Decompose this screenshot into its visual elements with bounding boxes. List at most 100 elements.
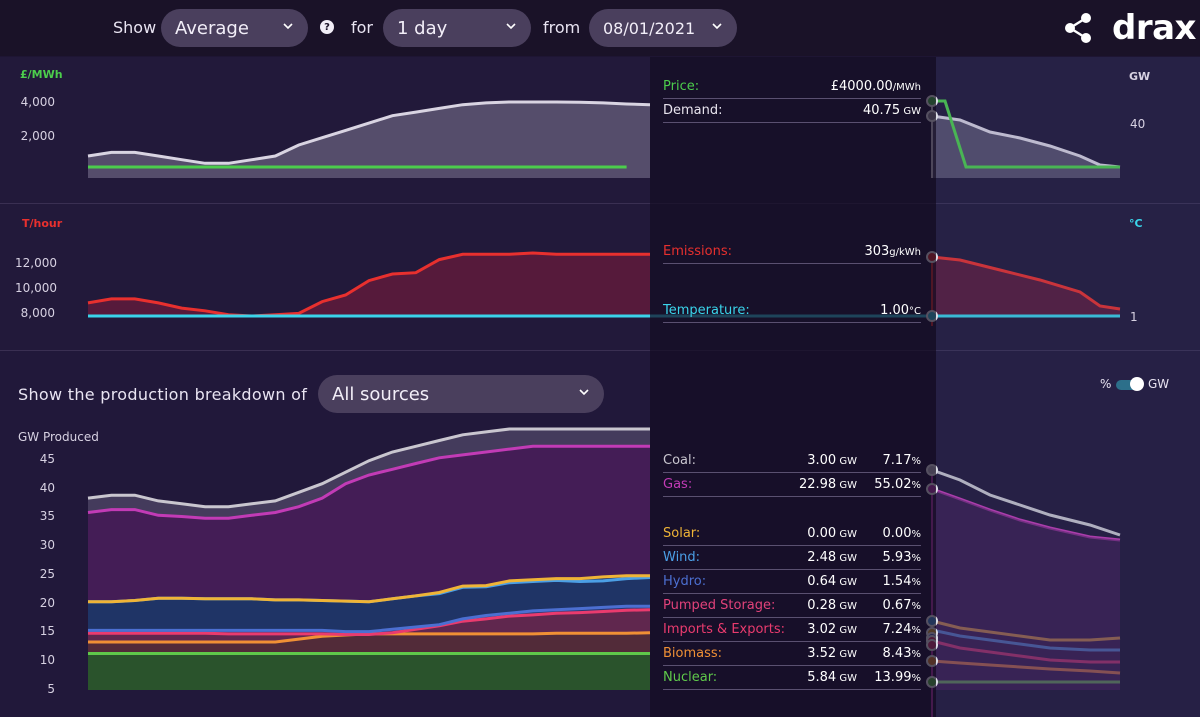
source-select[interactable]: All sources — [318, 375, 604, 413]
source-select-value: All sources — [332, 383, 430, 405]
readout-demand-value: 40.75 GW — [862, 103, 921, 118]
readout-source-gw: 3.02 GW — [807, 622, 857, 637]
production-tick: 15 — [39, 624, 55, 639]
readout-source-gw: 0.64 GW — [807, 574, 857, 589]
readout-temperature-value: 1.00°C — [880, 303, 921, 318]
readout-source-pct: 5.93% — [882, 550, 921, 565]
demand-line — [87, 100, 651, 165]
emissions-line-right — [931, 255, 1121, 311]
readout-source-gw: 3.00 GW — [807, 453, 857, 468]
emissions-tick: 12,000 — [15, 256, 57, 270]
production-tick: 40 — [39, 480, 55, 495]
readout-source-pct: 55.02% — [874, 477, 921, 492]
drax-logo[interactable]: drax — [1112, 8, 1196, 48]
readout-source-gw: 0.28 GW — [807, 598, 857, 613]
production-tick: 20 — [39, 595, 55, 610]
temperature-tick: 1 — [1130, 310, 1138, 324]
unit-toggle[interactable]: % GW — [1100, 377, 1169, 391]
readout-source-pct: 7.17% — [882, 453, 921, 468]
readout-temperature-label: Temperature: — [663, 303, 750, 318]
future-region-shade — [936, 57, 1200, 717]
production-breakdown-label: Show the production breakdown of — [18, 385, 308, 404]
production-tick: 5 — [47, 681, 55, 696]
mode-select[interactable]: Average — [161, 9, 308, 47]
chevron-down-icon — [506, 23, 516, 30]
production-line-imports-exports — [88, 608, 651, 636]
production-line-solar — [88, 574, 650, 604]
readout-price-label: Price: — [663, 79, 700, 94]
production-axis-title: GW Produced — [18, 430, 99, 444]
share-icon[interactable] — [1062, 11, 1094, 45]
production-line-hydro — [88, 604, 650, 634]
readout-temperature: Temperature: 1.00°C — [663, 299, 921, 323]
readout-demand: Demand: 40.75 GW — [663, 99, 921, 123]
production-line-gas — [87, 444, 650, 520]
production-tick: 30 — [39, 538, 55, 553]
readout-emissions: Emissions: 303g/kWh — [663, 240, 921, 264]
price-demand-panel — [0, 57, 1200, 203]
readout-row: Nuclear: 5.84 GW 13.99% — [663, 666, 921, 690]
readout-row: Pumped Storage: 0.28 GW 0.67% — [663, 594, 921, 618]
readout-source-name: Hydro: — [663, 574, 707, 589]
readout-source-pct: 0.67% — [882, 598, 921, 613]
readout-row: Hydro: 0.64 GW 1.54% — [663, 570, 921, 594]
readout-source-name: Biomass: — [663, 646, 723, 661]
readout-source-pct: 13.99% — [874, 670, 921, 685]
readout-source-gw: 0.00 GW — [807, 526, 857, 541]
price-line-right — [932, 99, 1120, 169]
readout-source-name: Pumped Storage: — [663, 598, 776, 613]
production-area-gas — [88, 446, 650, 602]
emissions-axis-unit: T/hour — [22, 217, 63, 230]
divider — [0, 350, 1200, 351]
for-label: for — [351, 18, 373, 37]
demand-line-right — [931, 114, 1121, 169]
readout-source-name: Solar: — [663, 526, 701, 541]
demand-axis-unit: GW — [1129, 70, 1151, 83]
demand-area-right — [932, 116, 1120, 178]
price-tick: 2,000 — [20, 129, 55, 143]
readout-source-gw: 5.84 GW — [807, 670, 857, 685]
readout-source-pct: 1.54% — [882, 574, 921, 589]
demand-area — [88, 102, 650, 178]
readout-row: Imports & Exports: 3.02 GW 7.24% — [663, 618, 921, 642]
production-line-coal — [87, 427, 650, 509]
readout-source-gw: 22.98 GW — [798, 477, 857, 492]
readout-source-gw: 2.48 GW — [807, 550, 857, 565]
readout-row: Coal: 3.00 GW 7.17% — [663, 449, 921, 473]
price-axis-unit: £/MWh — [20, 68, 63, 81]
production-area-right — [932, 489, 1120, 690]
emissions-area — [88, 253, 650, 316]
readout-source-pct: 0.00% — [882, 526, 921, 541]
chevron-down-icon — [712, 23, 722, 30]
production-line-right-coal — [931, 468, 1121, 537]
production-area-biomass — [88, 632, 650, 654]
production-tick: 10 — [39, 652, 55, 667]
readout-row: Solar: 0.00 GW 0.00% — [663, 522, 921, 546]
readout-source-name: Wind: — [663, 550, 701, 565]
price-tick: 4,000 — [20, 95, 55, 109]
emissions-line — [87, 251, 650, 318]
range-select[interactable]: 1 day — [383, 9, 531, 47]
toggle-track — [1116, 380, 1142, 390]
date-select[interactable]: 08/01/2021 — [589, 9, 737, 47]
emissions-tick: 10,000 — [15, 281, 57, 295]
readout-demand-label: Demand: — [663, 103, 723, 118]
chevron-down-icon — [579, 389, 589, 396]
demand-tick: 40 — [1130, 117, 1146, 131]
readout-source-pct: 7.24% — [882, 622, 921, 637]
production-area-wind — [88, 577, 650, 632]
temperature-axis-unit: °C — [1129, 217, 1143, 230]
show-label: Show — [113, 18, 157, 37]
emissions-tick: 8,000 — [20, 306, 55, 320]
production-tick: 35 — [39, 509, 55, 524]
readout-source-name: Coal: — [663, 453, 696, 468]
toggle-knob — [1130, 377, 1144, 391]
divider — [0, 203, 1200, 204]
readout-row: Biomass: 3.52 GW 8.43% — [663, 642, 921, 666]
help-icon[interactable]: ? — [320, 20, 334, 34]
readout-source-name: Imports & Exports: — [663, 622, 786, 637]
readout-price: Price: £4000.00/MWh — [663, 75, 921, 99]
toggle-gw-label: GW — [1148, 377, 1170, 391]
production-tick: 45 — [39, 452, 55, 466]
